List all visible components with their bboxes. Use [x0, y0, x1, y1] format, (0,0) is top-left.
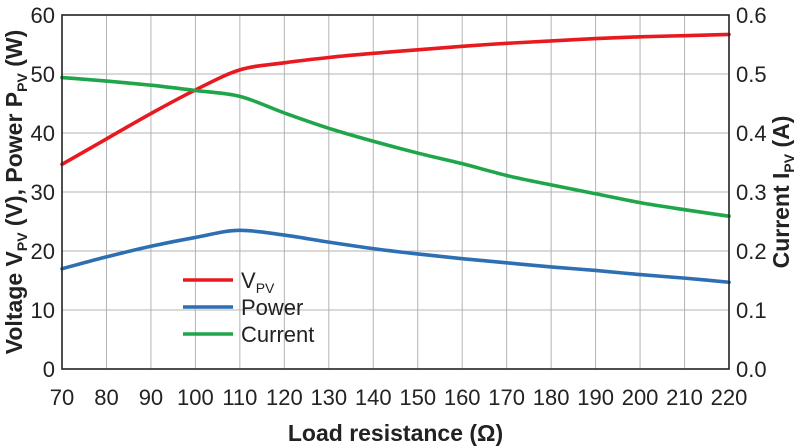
- series-line-power: [60, 228, 731, 285]
- tick-labels: 70 80 90 100 110 120 130 140 150 160 170 180 190 200 2…: [31, 3, 767, 410]
- y-right-tick-label: 0.2: [736, 239, 767, 264]
- y-right-tick-label: 0.3: [736, 180, 767, 205]
- legend-label-power: Power: [241, 295, 303, 320]
- x-tick-label: 130: [310, 385, 347, 410]
- y-left-tick-label: 60: [31, 3, 55, 28]
- x-tick-label: 90: [139, 385, 163, 410]
- x-tick-label: 80: [94, 385, 118, 410]
- y-left-label-part: (V), Power P: [1, 92, 27, 233]
- x-tick-label: 140: [355, 385, 392, 410]
- y-left-label-subscript: PV: [14, 232, 30, 251]
- y-left-tick-label: 50: [31, 62, 55, 87]
- y-right-label-subscript: PV: [781, 153, 797, 172]
- series-line-current: [60, 75, 731, 218]
- series-line-v: [60, 32, 731, 167]
- x-tick-label: 70: [50, 385, 74, 410]
- y-right-label-part: Current I: [768, 173, 794, 269]
- y-left-tick-label: 20: [31, 239, 55, 264]
- y-left-label-part: Voltage V: [1, 250, 27, 354]
- y-left-label-part: (W): [1, 30, 27, 73]
- legend-label-current: Current: [241, 322, 314, 347]
- y-right-tick-label: 0.6: [736, 3, 767, 28]
- y-right-tick-label: 0.1: [736, 298, 767, 323]
- x-tick-label: 220: [711, 385, 748, 410]
- y-left-label-subscript: PV: [14, 73, 30, 92]
- y-right-tick-label: 0.5: [736, 62, 767, 87]
- x-tick-label: 180: [533, 385, 570, 410]
- y-left-tick-label: 10: [31, 298, 55, 323]
- y-axis-left-label: Voltage VPV (V), Power PPV (W): [1, 30, 30, 355]
- x-tick-label: 210: [666, 385, 703, 410]
- y-right-tick-label: 0.4: [736, 121, 767, 146]
- x-tick-label: 160: [444, 385, 481, 410]
- y-left-tick-label: 40: [31, 121, 55, 146]
- x-tick-label: 190: [577, 385, 614, 410]
- x-axis-label: Load resistance (Ω): [288, 420, 503, 446]
- y-left-tick-label: 30: [31, 180, 55, 205]
- plot-frame: [61, 14, 730, 370]
- x-tick-label: 150: [399, 385, 436, 410]
- legend-label-v: VPV: [241, 268, 275, 296]
- y-right-tick-label: 0.0: [736, 357, 767, 382]
- x-tick-label: 100: [177, 385, 214, 410]
- series-lines: [60, 32, 731, 285]
- x-tick-label: 170: [488, 385, 525, 410]
- x-tick-label: 200: [622, 385, 659, 410]
- x-tick-label: 120: [266, 385, 303, 410]
- y-left-tick-label: 0: [43, 357, 55, 382]
- x-tick-label: 110: [222, 385, 257, 410]
- y-right-label-part: (A): [768, 116, 794, 154]
- y-axis-right-label: Current IPV (A): [768, 116, 797, 269]
